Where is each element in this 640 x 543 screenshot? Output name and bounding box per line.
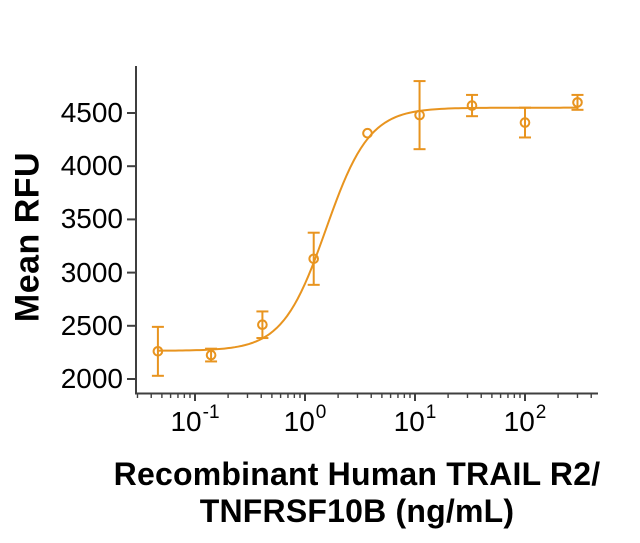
y-tick-label: 4000 [60,150,123,182]
data-points [152,97,583,361]
error-bars [151,80,584,377]
fit-curve [157,106,578,352]
data-point-marker [414,109,425,121]
y-tick-label: 4500 [60,97,123,128]
axes [127,66,598,401]
x-tick-base: 10 [170,406,202,437]
x-tick-label: 10-1 [170,403,219,437]
x-minor-ticks [136,393,592,398]
x-tick-exponent: 1 [425,401,437,423]
x-tick-exponent: -1 [202,401,220,423]
data-point-marker [572,97,583,108]
data-point-marker [466,100,478,111]
y-tick-label: 2000 [60,363,123,394]
x-tick-base: 10 [393,406,425,437]
x-tick-label: 100 [283,403,327,437]
x-tick-label: 101 [393,403,437,437]
x-tick-base: 10 [503,406,535,437]
y-tick-label: 2500 [60,309,123,341]
x-tick-base: 10 [283,406,315,437]
data-point-marker [205,349,217,361]
data-point-marker [257,319,268,331]
x-axis-title: Recombinant Human TRAIL R2/ TNFRSF10B (n… [74,456,640,530]
x-tick-exponent: 2 [535,401,547,423]
x-axis-title-line2: TNFRSF10B (ng/mL) [199,493,515,529]
x-tick-label: 102 [503,403,547,437]
y-tick-label: 3500 [60,203,123,235]
x-tick-exponent: 0 [315,401,327,423]
x-axis-title-line1: Recombinant Human TRAIL R2/ [113,456,601,492]
data-point-marker [519,117,531,128]
data-point-marker [362,127,373,139]
data-point-marker [152,346,164,357]
y-tick-label: 3000 [60,256,123,288]
data-point-marker [308,253,320,265]
